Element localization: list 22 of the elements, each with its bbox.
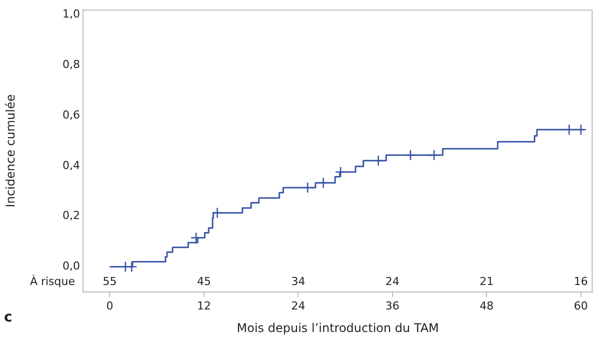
x-tick-label: 60 bbox=[574, 299, 588, 312]
x-tick-label: 12 bbox=[196, 299, 211, 312]
x-axis-title: Mois depuis l’introduction du TAM bbox=[236, 320, 439, 335]
x-tick-label: 0 bbox=[106, 299, 114, 312]
annotation: 24 bbox=[385, 274, 400, 288]
y-axis-title: Incidence cumulée bbox=[3, 94, 18, 208]
x-tick-label: 48 bbox=[480, 299, 494, 312]
y-tick-label: 0,8 bbox=[62, 58, 80, 71]
x-tick-label: 36 bbox=[385, 299, 400, 312]
text: À risque bbox=[30, 274, 76, 288]
y-tick-label: 0,2 bbox=[62, 209, 80, 222]
y-tick-label: 1,0 bbox=[62, 8, 80, 20]
annotation: 21 bbox=[480, 274, 494, 288]
x-tick-label: 24 bbox=[291, 299, 306, 312]
y-tick-label: 0,4 bbox=[62, 158, 80, 172]
y-tick-label: 0,6 bbox=[62, 108, 80, 122]
annotation: 34 bbox=[291, 274, 306, 288]
text: c bbox=[4, 310, 12, 326]
y-tick-label: 0,0 bbox=[62, 260, 80, 273]
annotation: 16 bbox=[574, 274, 588, 288]
annotation: 55 bbox=[102, 274, 117, 288]
annotation: 45 bbox=[196, 274, 211, 288]
